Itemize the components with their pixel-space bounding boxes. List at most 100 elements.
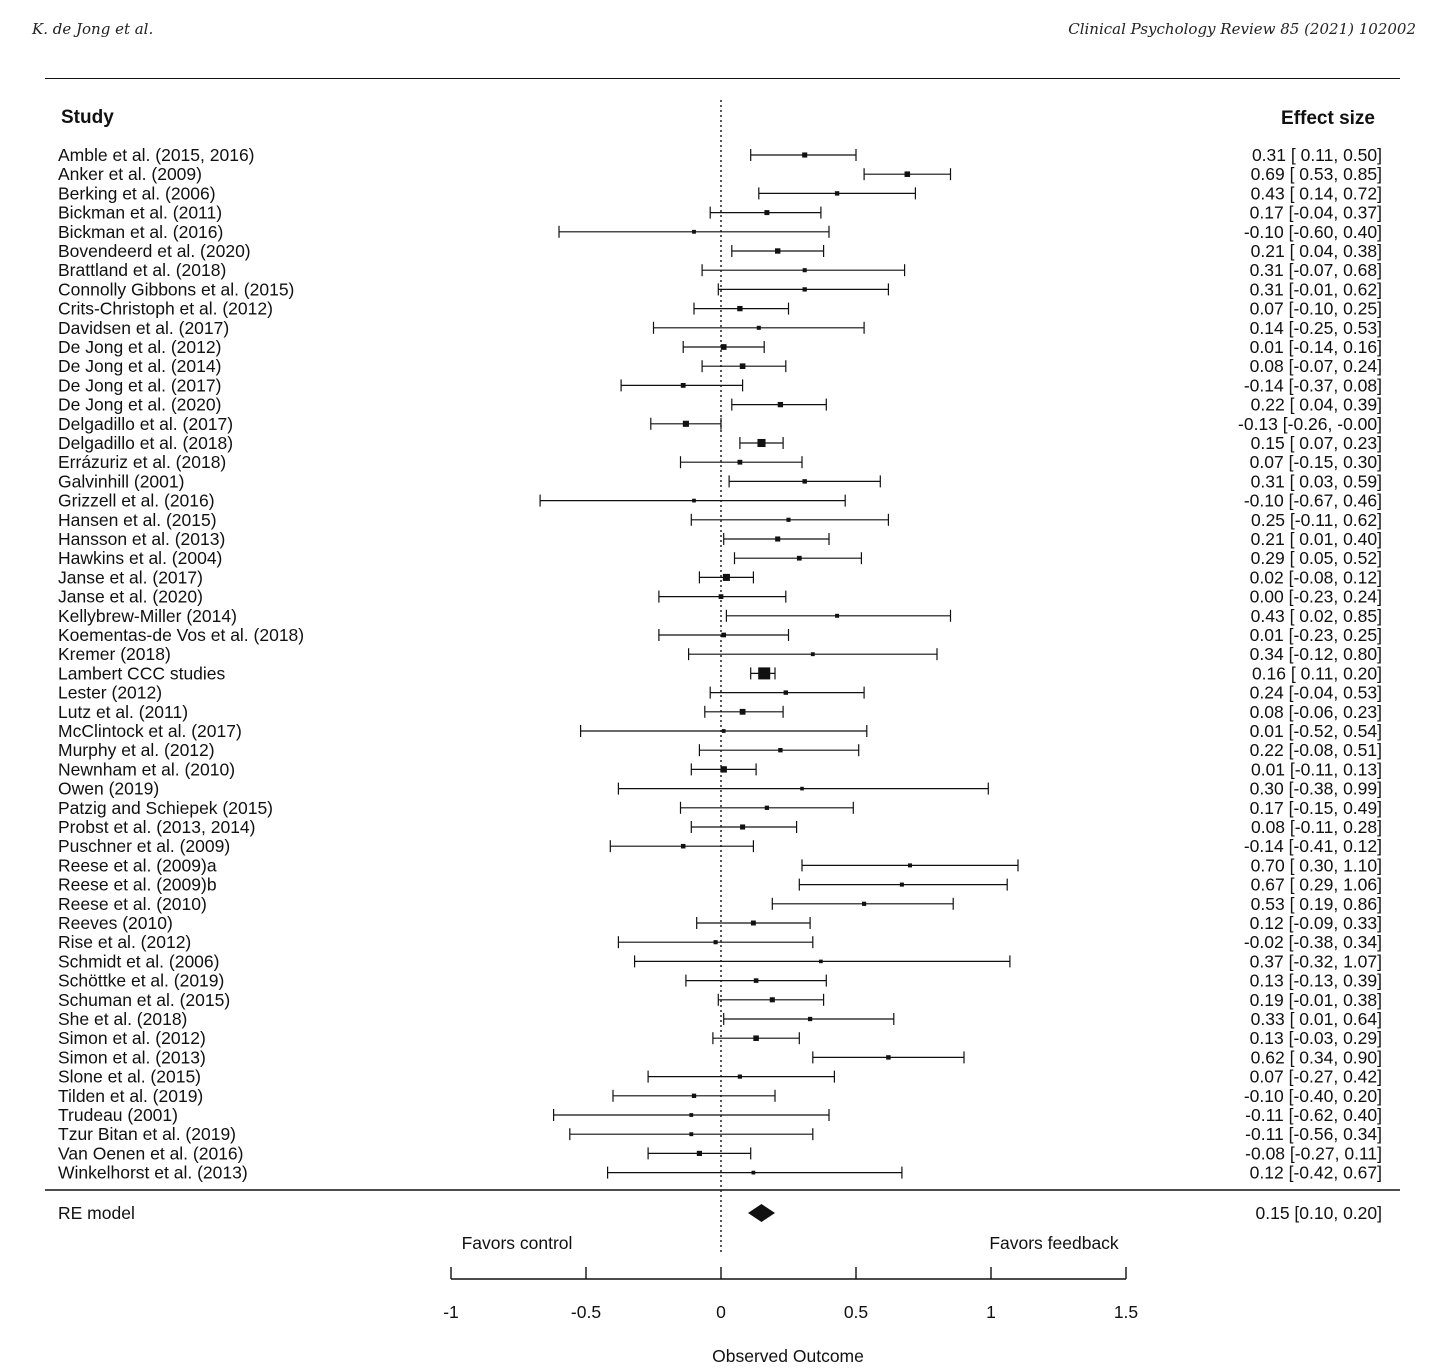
study-label: Tzur Bitan et al. (2019): [58, 1124, 236, 1144]
point-estimate: [802, 268, 807, 273]
study-column-header: Study: [61, 107, 114, 128]
point-estimate: [722, 573, 730, 581]
point-estimate: [807, 1016, 813, 1022]
point-estimate: [751, 1170, 756, 1175]
point-estimate: [886, 1055, 891, 1060]
effect-size-ci-label: 0.12 [-0.42, 0.67]: [1250, 1163, 1382, 1183]
effect-size-ci-label: 0.70 [ 0.30, 1.10]: [1251, 855, 1382, 875]
point-estimate: [802, 287, 807, 292]
effect-size-ci-label: -0.11 [-0.56, 0.34]: [1245, 1124, 1382, 1144]
study-label: Rise et al. (2012): [58, 932, 191, 952]
study-label: Schuman et al. (2015): [58, 990, 230, 1010]
effect-size-ci-label: -0.02 [-0.38, 0.34]: [1244, 932, 1382, 952]
point-estimate: [899, 882, 904, 887]
effect-size-ci-label: 0.24 [-0.04, 0.53]: [1250, 683, 1382, 703]
effect-size-ci-label: 0.31 [-0.07, 0.68]: [1250, 260, 1382, 280]
study-label: Kremer (2018): [58, 644, 171, 664]
point-estimate: [783, 690, 789, 695]
point-estimate: [819, 959, 823, 964]
point-estimate: [756, 325, 761, 330]
point-estimate: [907, 863, 913, 868]
point-estimate: [737, 459, 743, 465]
study-label: Bovendeerd et al. (2020): [58, 241, 251, 261]
x-axis-title: Observed Outcome: [712, 1346, 864, 1366]
effect-size-ci-label: 0.12 [-0.09, 0.33]: [1250, 913, 1382, 933]
effect-size-ci-label: 0.17 [-0.15, 0.49]: [1250, 798, 1382, 818]
point-estimate: [775, 248, 781, 254]
study-label: De Jong et al. (2012): [58, 337, 221, 357]
point-estimate: [775, 536, 781, 542]
effect-size-ci-label: 0.14 [-0.25, 0.53]: [1250, 318, 1382, 338]
study-label: Hansson et al. (2013): [58, 529, 225, 549]
effect-size-ci-label: -0.11 [-0.62, 0.40]: [1245, 1105, 1382, 1125]
study-label: Owen (2019): [58, 779, 159, 799]
study-label: De Jong et al. (2017): [58, 375, 221, 395]
point-estimate: [720, 344, 727, 350]
effect-size-ci-label: 0.29 [ 0.05, 0.52]: [1251, 548, 1382, 568]
effect-size-ci-label: 0.22 [-0.08, 0.51]: [1250, 740, 1382, 760]
point-estimate: [692, 498, 696, 503]
point-estimate: [764, 805, 770, 810]
point-estimate: [753, 1035, 759, 1041]
effect-size-ci-label: 0.25 [-0.11, 0.62]: [1251, 510, 1382, 530]
page-header-journal: Clinical Psychology Review 85 (2021) 102…: [1068, 20, 1416, 38]
summary-label: RE model: [58, 1203, 135, 1223]
point-estimate: [764, 210, 770, 216]
effect-size-ci-label: 0.30 [-0.38, 0.99]: [1250, 779, 1382, 799]
effect-size-ci-label: -0.14 [-0.41, 0.12]: [1244, 836, 1382, 856]
study-label: Lambert CCC studies: [58, 663, 226, 683]
effect-size-ci-label: 0.43 [ 0.14, 0.72]: [1251, 183, 1382, 203]
point-estimate: [802, 479, 807, 484]
study-label: Crits-Christoph et al. (2012): [58, 299, 273, 319]
point-estimate: [737, 305, 743, 312]
point-estimate: [904, 171, 911, 177]
study-label: Koementas-de Vos et al. (2018): [58, 625, 304, 645]
point-estimate: [739, 708, 746, 715]
study-label: Murphy et al. (2012): [58, 740, 215, 760]
study-label: De Jong et al. (2014): [58, 356, 221, 376]
point-estimate: [737, 1074, 742, 1079]
effect-size-ci-label: 0.07 [-0.27, 0.42]: [1250, 1067, 1382, 1087]
study-label: Bickman et al. (2011): [58, 203, 222, 223]
effect-size-ci-label: 0.01 [-0.11, 0.13]: [1251, 759, 1382, 779]
x-tick-label: 0: [716, 1302, 726, 1322]
point-estimate: [689, 1132, 694, 1137]
study-label: Puschner et al. (2009): [58, 836, 230, 856]
study-label: Connolly Gibbons et al. (2015): [58, 279, 294, 299]
study-label: Amble et al. (2015, 2016): [58, 145, 255, 165]
x-tick-label: 1: [986, 1302, 996, 1322]
study-label: Newnham et al. (2010): [58, 759, 235, 779]
effect-size-ci-label: 0.15 [ 0.07, 0.23]: [1251, 433, 1382, 453]
point-estimate: [802, 152, 808, 158]
x-tick-label: 1.5: [1114, 1302, 1138, 1322]
study-label: Errázuriz et al. (2018): [58, 452, 226, 472]
study-label: Janse et al. (2017): [58, 567, 203, 587]
study-label: Reeves (2010): [58, 913, 173, 933]
point-estimate: [753, 978, 759, 983]
x-tick-label: 0.5: [844, 1302, 868, 1322]
study-label: Kellybrew-Miller (2014): [58, 606, 237, 626]
x-tick-label: -1: [443, 1302, 459, 1322]
study-label: Bickman et al. (2016): [58, 222, 223, 242]
effect-size-ci-label: -0.08 [-0.27, 0.11]: [1245, 1143, 1382, 1163]
point-estimate: [758, 667, 771, 680]
point-estimate: [786, 517, 791, 522]
study-label: Slone et al. (2015): [58, 1067, 201, 1087]
study-label: Tilden et al. (2019): [58, 1086, 203, 1106]
study-label: Reese et al. (2010): [58, 894, 207, 914]
point-estimate: [680, 843, 686, 849]
point-estimate: [750, 920, 756, 926]
study-label: Grizzell et al. (2016): [58, 491, 215, 511]
effect-size-ci-label: 0.02 [-0.08, 0.12]: [1250, 567, 1382, 587]
study-label: Schmidt et al. (2006): [58, 951, 219, 971]
effect-size-ci-label: -0.13 [-0.26, -0.00]: [1238, 414, 1382, 434]
study-label: Schöttke et al. (2019): [58, 971, 224, 991]
effect-size-ci-label: -0.10 [-0.67, 0.46]: [1244, 491, 1382, 511]
effect-size-ci-label: -0.14 [-0.37, 0.08]: [1244, 375, 1382, 395]
point-estimate: [682, 420, 689, 427]
point-estimate: [691, 1093, 697, 1098]
x-tick-label: -0.5: [571, 1302, 601, 1322]
effect-size-ci-label: 0.31 [ 0.11, 0.50]: [1252, 145, 1382, 165]
effect-size-ci-label: 0.37 [-0.32, 1.07]: [1250, 951, 1382, 971]
point-estimate: [740, 824, 746, 830]
